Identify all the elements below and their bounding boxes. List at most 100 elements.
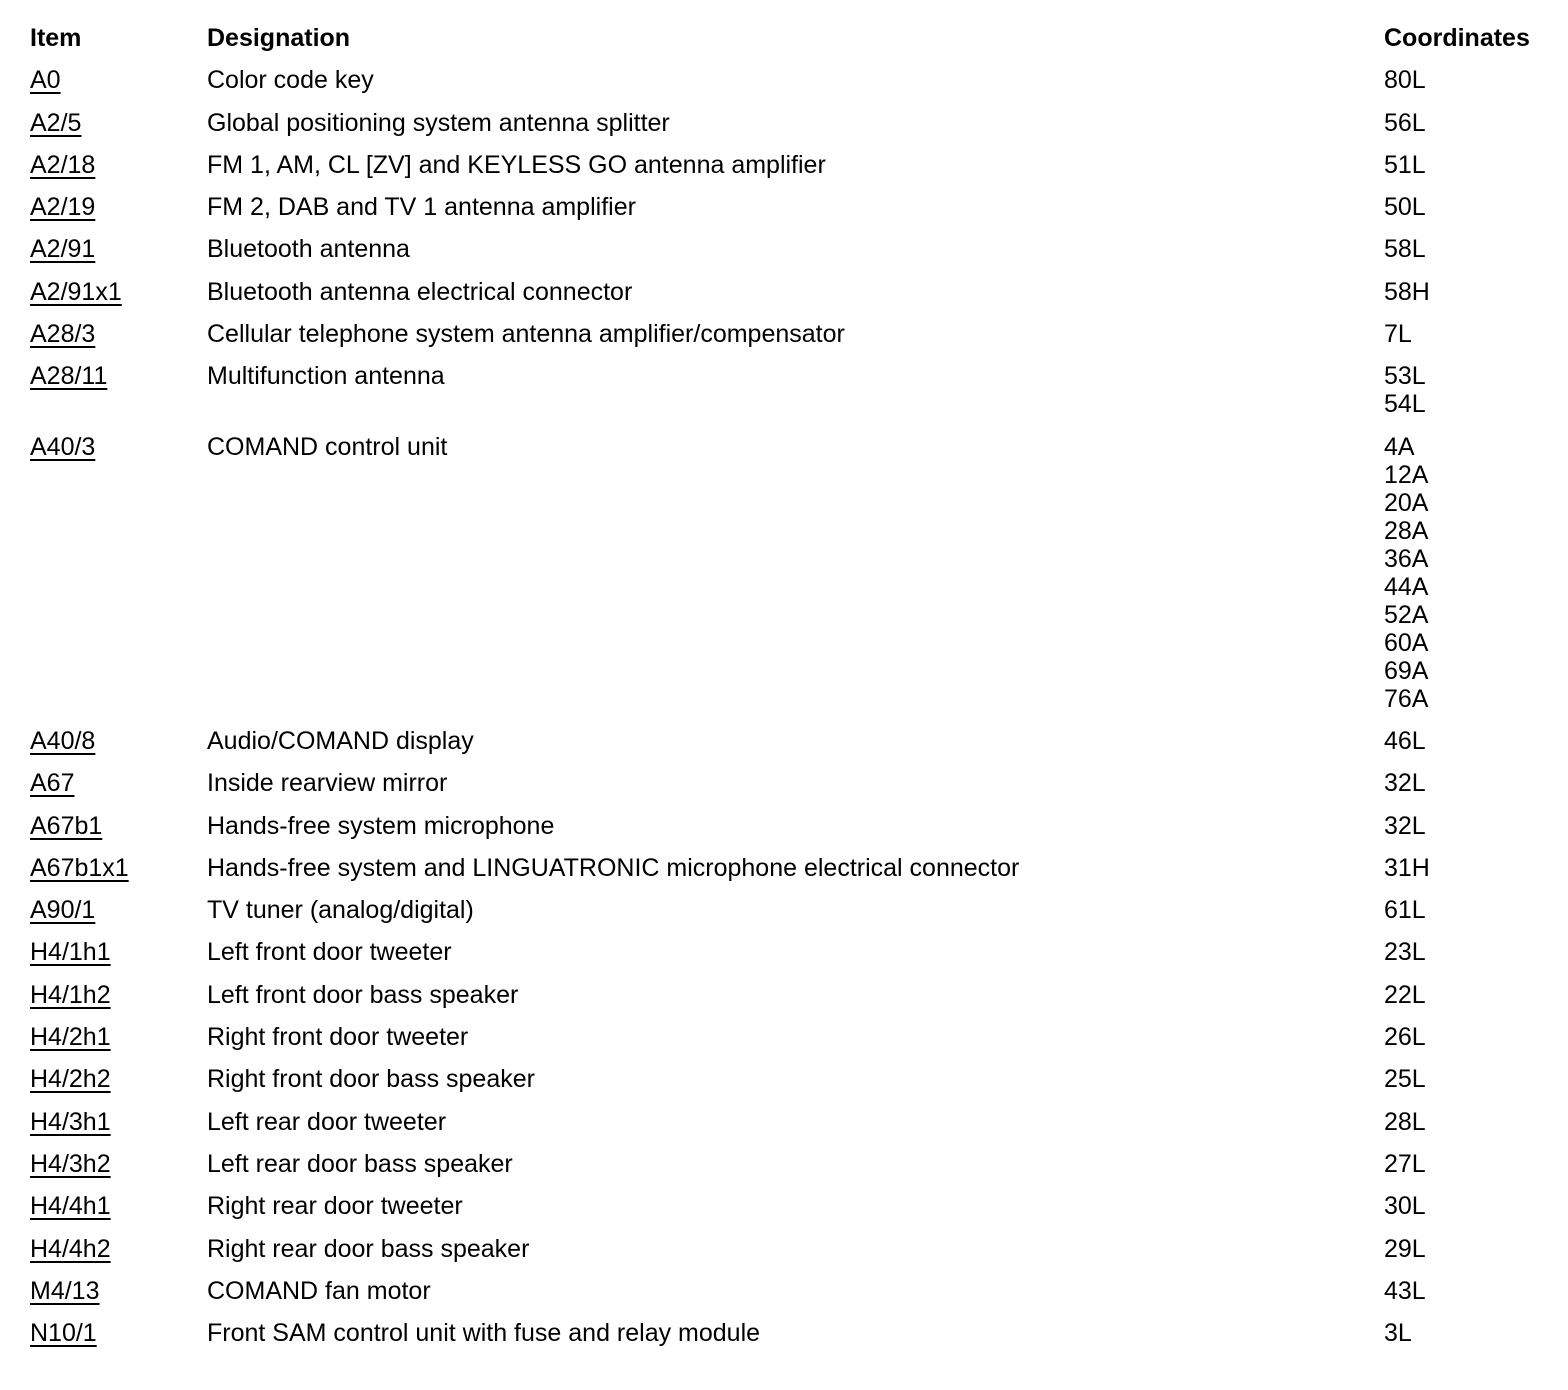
designation-cell: Global positioning system antenna splitt… (207, 108, 670, 137)
table-row: H4/3h1 Left rear door tweeter 28L (30, 1108, 1568, 1136)
designation-cell: Front SAM control unit with fuse and rel… (207, 1319, 761, 1348)
table-row: H4/4h1 Right rear door tweeter 30L (30, 1192, 1568, 1220)
item-cell: A2/91 (30, 235, 207, 263)
designation-cell: Cellular telephone system antenna amplif… (207, 320, 845, 349)
table-row: A2/18 FM 1, AM, CL [ZV] and KEYLESS GO a… (30, 151, 1568, 179)
item-link[interactable]: A40/8 (30, 726, 96, 755)
coordinate-value: 26L (1384, 1023, 1426, 1052)
designation-cell: Inside rearview mirror (207, 769, 448, 798)
item-cell: H4/1h2 (30, 981, 207, 1009)
item-link[interactable]: A2/91 (30, 235, 96, 264)
coordinates-cell: 29L (1384, 1235, 1568, 1263)
item-link[interactable]: A2/19 (30, 193, 96, 222)
item-link[interactable]: A28/11 (30, 362, 108, 391)
item-link[interactable]: A40/3 (30, 432, 96, 461)
designation-cell: COMAND control unit (207, 432, 448, 461)
coordinate-value: 31H (1384, 853, 1430, 882)
item-link[interactable]: H4/1h2 (30, 980, 111, 1009)
item-link[interactable]: A2/91x1 (30, 277, 122, 306)
item-link[interactable]: N10/1 (30, 1319, 97, 1348)
designation-cell: TV tuner (analog/digital) (207, 896, 474, 925)
designation-cell: Right front door bass speaker (207, 1065, 535, 1094)
coordinate-value: 69A (1384, 656, 1429, 685)
coordinates-cell: 22L (1384, 981, 1568, 1009)
coordinate-value: 32L (1384, 769, 1426, 798)
table-row: A0 Color code key 80L (30, 66, 1568, 94)
designation-cell: Bluetooth antenna electrical connector (207, 277, 633, 306)
table-row: A2/91 Bluetooth antenna 58L (30, 235, 1568, 263)
coordinate-value: 61L (1384, 896, 1426, 925)
designation-cell: Left rear door tweeter (207, 1107, 447, 1136)
item-link[interactable]: A2/5 (30, 108, 82, 137)
item-link[interactable]: H4/3h2 (30, 1149, 111, 1178)
item-cell: A67 (30, 769, 207, 797)
item-cell: A2/5 (30, 109, 207, 137)
coordinate-value: 22L (1384, 980, 1426, 1009)
item-link[interactable]: A0 (30, 66, 61, 95)
table-row: H4/2h2 Right front door bass speaker 25L (30, 1065, 1568, 1093)
item-cell: A2/91x1 (30, 278, 207, 306)
designation-cell: Bluetooth antenna (207, 235, 410, 264)
coordinates-cell: 23L (1384, 938, 1568, 966)
item-link[interactable]: A67b1x1 (30, 853, 129, 882)
designation-cell: Color code key (207, 66, 374, 95)
coordinates-cell: 4A 12A 20A 28A 36A 44A 52A 60A 69A 76A (1384, 433, 1568, 713)
coordinate-value: 28L (1384, 1107, 1426, 1136)
coordinate-value: 4A (1384, 432, 1415, 461)
table-row: A2/5 Global positioning system antenna s… (30, 109, 1568, 137)
coordinates-cell: 32L (1384, 812, 1568, 840)
designation-cell: Audio/COMAND display (207, 726, 474, 755)
item-cell: H4/1h1 (30, 938, 207, 966)
coordinate-value: 43L (1384, 1276, 1426, 1305)
coordinate-value: 51L (1384, 150, 1426, 179)
item-cell: H4/3h2 (30, 1150, 207, 1178)
item-link[interactable]: A2/18 (30, 150, 96, 179)
item-cell: H4/4h2 (30, 1235, 207, 1263)
coordinate-value: 44A (1384, 572, 1429, 601)
coordinates-cell: 32L (1384, 769, 1568, 797)
table-row: H4/1h2 Left front door bass speaker 22L (30, 981, 1568, 1009)
coordinates-cell: 50L (1384, 193, 1568, 221)
coordinate-value: 28A (1384, 516, 1429, 545)
table-row: A67b1 Hands-free system microphone 32L (30, 812, 1568, 840)
coordinate-value: 7L (1384, 320, 1412, 349)
item-cell: H4/4h1 (30, 1192, 207, 1220)
coordinate-value: 46L (1384, 726, 1426, 755)
legend-header-row: Item Designation Coordinates (30, 24, 1568, 52)
coordinate-value: 54L (1384, 390, 1426, 419)
designation-cell: Left rear door bass speaker (207, 1149, 513, 1178)
coordinates-cell: 56L (1384, 109, 1568, 137)
item-cell: N10/1 (30, 1319, 207, 1347)
item-link[interactable]: M4/13 (30, 1276, 100, 1305)
item-cell: M4/13 (30, 1277, 207, 1305)
item-cell: A67b1 (30, 812, 207, 840)
item-link[interactable]: H4/3h1 (30, 1107, 111, 1136)
coordinates-cell: 51L (1384, 151, 1568, 179)
coordinate-value: 3L (1384, 1319, 1412, 1348)
coordinate-value: 76A (1384, 684, 1429, 713)
item-link[interactable]: A28/3 (30, 320, 96, 349)
coordinates-cell: 31H (1384, 854, 1568, 882)
item-link[interactable]: H4/4h1 (30, 1192, 111, 1221)
coordinates-cell: 58H (1384, 278, 1568, 306)
item-link[interactable]: A67b1 (30, 811, 103, 840)
item-cell: A40/8 (30, 727, 207, 755)
designation-cell: Right rear door tweeter (207, 1192, 463, 1221)
item-link[interactable]: A90/1 (30, 896, 96, 925)
coordinate-value: 32L (1384, 811, 1426, 840)
item-cell: A0 (30, 66, 207, 94)
item-link[interactable]: H4/2h2 (30, 1065, 111, 1094)
item-link[interactable]: H4/4h2 (30, 1234, 111, 1263)
component-legend: Item Designation Coordinates A0 Color co… (30, 24, 1568, 1347)
item-link[interactable]: H4/1h1 (30, 938, 111, 967)
item-link[interactable]: H4/2h1 (30, 1023, 111, 1052)
coordinate-value: 80L (1384, 66, 1426, 95)
item-link[interactable]: A67 (30, 769, 75, 798)
designation-cell: Left front door bass speaker (207, 980, 519, 1009)
coordinate-value: 53L (1384, 362, 1426, 391)
table-row: N10/1 Front SAM control unit with fuse a… (30, 1319, 1568, 1347)
designation-cell: FM 1, AM, CL [ZV] and KEYLESS GO antenna… (207, 150, 826, 179)
table-row: H4/4h2 Right rear door bass speaker 29L (30, 1235, 1568, 1263)
coordinate-value: 30L (1384, 1192, 1426, 1221)
coordinates-cell: 53L 54L (1384, 362, 1568, 418)
